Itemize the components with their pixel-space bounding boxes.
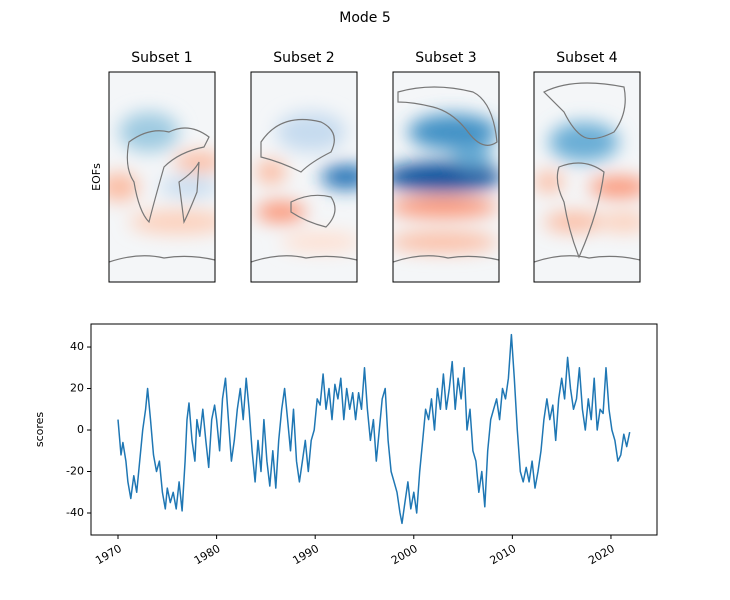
panel-title: Subset 2 — [273, 50, 334, 66]
x-tick-label: 1980 — [192, 542, 223, 567]
panel-frame — [533, 71, 641, 283]
y-tick-label: -40 — [66, 506, 84, 519]
panel-frame — [392, 71, 500, 283]
map-panel — [250, 71, 358, 283]
figure-title: Mode 5 — [339, 10, 391, 26]
coastline — [534, 255, 640, 263]
x-tick-label: 1970 — [93, 542, 124, 567]
y-tick-label: 40 — [70, 340, 84, 353]
anomaly — [393, 162, 499, 192]
panel-frame — [250, 71, 358, 283]
anomaly — [453, 145, 493, 169]
anomaly — [256, 160, 286, 184]
anomaly — [109, 173, 139, 201]
coastline — [126, 127, 210, 225]
y-tick-label: 0 — [77, 423, 84, 436]
x-tick-label: 2010 — [488, 542, 519, 567]
map-panel — [533, 71, 641, 283]
coastline — [109, 255, 215, 263]
map-anomalies — [256, 112, 357, 252]
y-axis-label: scores — [33, 412, 46, 448]
map-field — [393, 72, 499, 282]
x-tick-label: 2020 — [586, 542, 617, 567]
anomaly — [549, 122, 619, 162]
y-tick-label: 20 — [70, 382, 84, 395]
anomaly — [256, 202, 306, 222]
anomaly — [174, 152, 215, 172]
coastline — [542, 82, 626, 259]
anomaly — [393, 232, 498, 252]
anomaly — [281, 232, 357, 252]
map-anomalies — [534, 122, 640, 232]
anomaly — [534, 172, 564, 192]
y-tick-label: -20 — [66, 465, 84, 478]
anomaly — [589, 177, 640, 197]
anomaly — [321, 165, 357, 189]
panel-title: Subset 3 — [415, 50, 476, 66]
coastline — [260, 118, 336, 228]
panel-frame — [108, 71, 216, 283]
anomaly — [544, 212, 604, 232]
anomaly — [129, 210, 215, 234]
series-line — [117, 333, 631, 525]
x-tick-label: 2000 — [389, 542, 420, 567]
map-field — [534, 72, 640, 282]
coastline — [397, 86, 498, 146]
map-field — [251, 72, 357, 282]
anomaly — [599, 212, 640, 232]
anomaly — [408, 114, 498, 150]
map-anomalies — [393, 114, 499, 252]
coastline — [393, 255, 499, 263]
anomaly — [159, 177, 215, 197]
x-tick-label: 1990 — [290, 542, 321, 567]
coastline — [251, 255, 357, 263]
map-panel — [392, 71, 500, 283]
anomaly — [276, 112, 346, 152]
panel-title: Subset 4 — [556, 50, 617, 66]
map-panel — [108, 71, 216, 283]
axes-frame — [90, 323, 658, 536]
map-field — [109, 72, 215, 282]
anomaly — [393, 197, 498, 217]
panel-title: Subset 1 — [131, 50, 192, 66]
y-axis-label: EOFs — [90, 163, 103, 191]
